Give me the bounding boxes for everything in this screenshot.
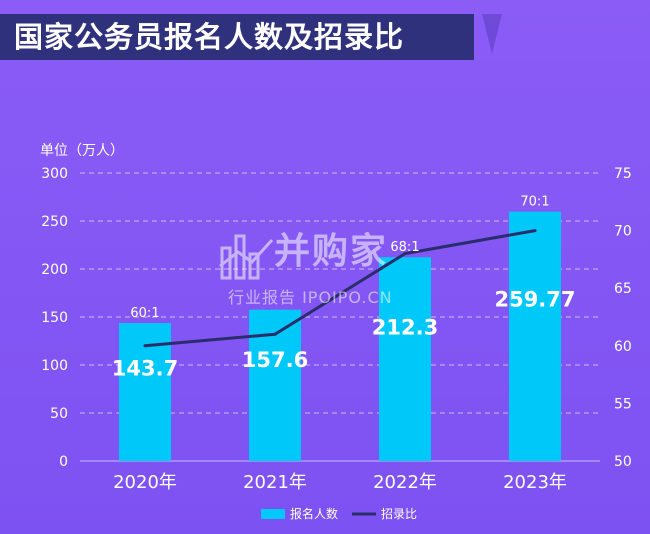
legend-line-label: 招录比: [381, 507, 417, 521]
line-path: [144, 229, 536, 348]
line-point: [273, 332, 277, 336]
left-tick-label: 150: [41, 310, 68, 326]
line-point: [403, 252, 407, 256]
line-value-label: 60:1: [130, 306, 159, 321]
right-tick-label: 55: [614, 396, 632, 412]
left-tick-label: 250: [41, 214, 68, 230]
right-tick-label: 50: [614, 454, 632, 470]
left-tick-label: 50: [50, 406, 68, 422]
bar: [379, 257, 431, 461]
bar-value-labels: 143.7 157.6 212.3 259.77: [112, 287, 576, 380]
x-tick-label: 2021年: [243, 472, 307, 493]
bar: [249, 309, 301, 461]
unit-label: 单位（万人）: [40, 143, 124, 159]
line-point: [533, 229, 537, 233]
line-series: [143, 229, 537, 348]
chart-title: 国家公务员报名人数及招录比: [0, 14, 474, 60]
x-tick-label: 2022年: [373, 472, 437, 493]
title-corner-decoration: [482, 14, 502, 54]
right-tick-label: 75: [614, 166, 632, 182]
bar-value-label: 212.3: [372, 316, 438, 340]
x-tick-label: 2020年: [113, 472, 177, 493]
bar-value-label: 259.77: [494, 287, 575, 311]
line-value-labels: 60:1 68:1 70:1: [130, 195, 549, 321]
bar-series: [119, 211, 561, 461]
bar: [509, 211, 561, 461]
x-tick-label: 2023年: [503, 472, 567, 493]
left-tick-label: 100: [41, 358, 68, 374]
legend-bar-swatch: [261, 509, 285, 519]
right-tick-label: 65: [614, 281, 632, 297]
line-value-label: 70:1: [520, 195, 549, 210]
left-axis-ticks: 0 50 100 150 200 250 300: [41, 166, 68, 470]
bar-value-label: 157.6: [242, 348, 308, 372]
x-axis-labels: 2020年 2021年 2022年 2023年: [113, 472, 567, 493]
line-value-label: 68:1: [390, 240, 419, 255]
right-axis-ticks: 50 55 60 65 70 75: [614, 166, 632, 470]
left-tick-label: 300: [41, 166, 68, 182]
legend-bar-label: 报名人数: [290, 506, 338, 521]
left-tick-label: 200: [41, 262, 68, 278]
line-point: [143, 344, 147, 348]
right-tick-label: 70: [614, 224, 632, 240]
legend: 报名人数 招录比: [261, 506, 417, 521]
right-tick-label: 60: [614, 339, 632, 355]
bar-value-label: 143.7: [112, 356, 178, 380]
left-tick-label: 0: [59, 454, 68, 470]
